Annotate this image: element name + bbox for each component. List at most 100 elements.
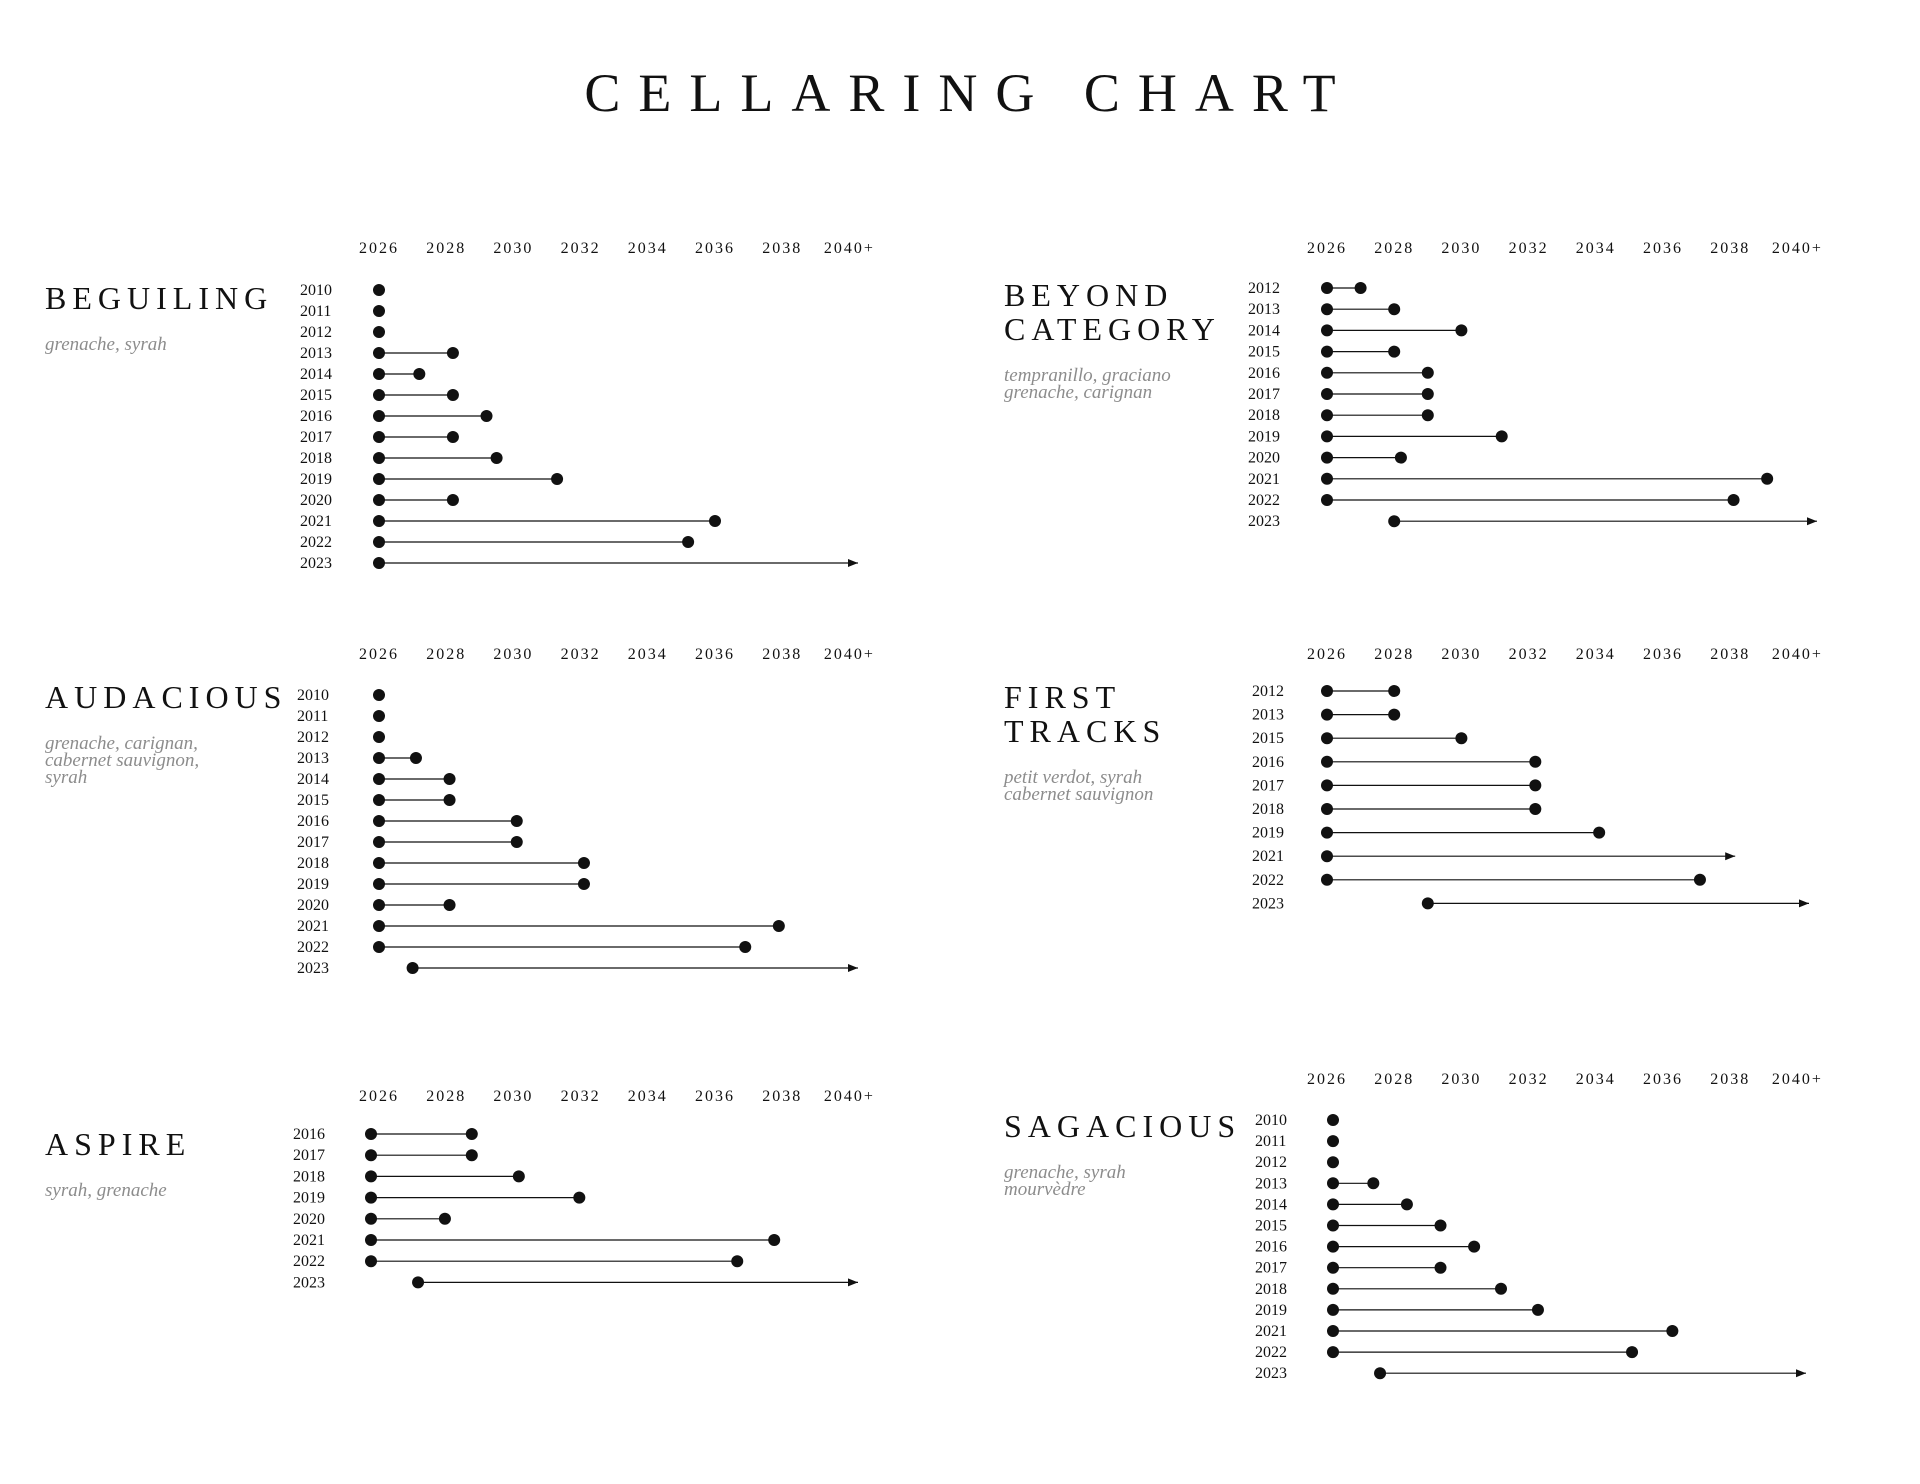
window-end-dot	[1495, 1282, 1507, 1295]
x-tick-label: 2040+	[824, 646, 875, 663]
window-start-dot	[365, 1255, 377, 1268]
x-tick-label: 2028	[1374, 1071, 1414, 1088]
window-start-dot	[1327, 1219, 1339, 1232]
vintage-label: 2010	[297, 687, 329, 704]
grape-varieties: grenache, syrah	[1004, 1162, 1126, 1183]
window-start-dot	[1321, 430, 1333, 443]
x-tick-label: 2030	[1441, 646, 1481, 663]
window-end-dot	[1388, 685, 1401, 697]
x-tick-label: 2034	[628, 240, 668, 257]
vintage-label: 2021	[1252, 848, 1284, 865]
x-tick-label: 2028	[426, 240, 466, 257]
x-tick-label: 2036	[695, 1088, 735, 1105]
wine-name: SAGACIOUS	[1004, 1108, 1241, 1144]
window-start-dot	[1327, 1325, 1339, 1337]
x-tick-label: 2040+	[1772, 1071, 1823, 1088]
vintage-label: 2016	[293, 1126, 325, 1143]
window-start-dot	[1321, 826, 1333, 839]
window-start-dot	[373, 368, 385, 380]
x-tick-label: 2030	[493, 240, 533, 257]
vintage-label: 2019	[297, 876, 329, 893]
window-end-dot	[577, 857, 590, 869]
vintage-label: 2023	[293, 1274, 325, 1291]
x-tick-label: 2040+	[824, 240, 875, 257]
window-start-dot	[1321, 755, 1333, 768]
vintage-label: 2021	[297, 918, 329, 935]
vintage-label: 2016	[300, 408, 332, 425]
grape-varieties: petit verdot, syrah	[1002, 767, 1142, 788]
window-start-dot	[365, 1191, 377, 1204]
window-start-dot	[1327, 1261, 1339, 1274]
window-start-dot	[1321, 303, 1333, 316]
x-tick-label: 2036	[1643, 1071, 1683, 1088]
vintage-label: 2010	[1255, 1112, 1287, 1129]
window-end-dot	[443, 899, 456, 911]
vintage-label: 2022	[300, 534, 332, 551]
vintage-label: 2012	[1252, 683, 1284, 700]
window-end-dot	[413, 368, 426, 380]
vintage-label: 2011	[1255, 1133, 1286, 1150]
vintage-label: 2017	[293, 1147, 325, 1164]
window-end-dot	[1434, 1219, 1447, 1232]
x-tick-label: 2038	[762, 646, 802, 663]
x-tick-label: 2034	[628, 1088, 668, 1105]
window-end-dot	[731, 1255, 744, 1268]
window-start-dot	[373, 815, 385, 827]
window-start-dot	[1321, 850, 1333, 863]
x-tick-label: 2040+	[1772, 240, 1823, 257]
vintage-label: 2013	[300, 345, 332, 362]
window-start-dot	[373, 689, 385, 701]
x-tick-label: 2032	[561, 240, 601, 257]
window-end-dot	[1400, 1198, 1413, 1211]
x-tick-label: 2038	[762, 240, 802, 257]
window-start-dot	[365, 1170, 377, 1183]
window-end-dot	[1495, 430, 1508, 443]
wine-chart: AUDACIOUS grenache, carignan,cabernet sau…	[45, 646, 875, 977]
x-tick-label: 2028	[426, 1088, 466, 1105]
vintage-label: 2012	[300, 324, 332, 341]
window-start-dot	[365, 1149, 377, 1162]
vintage-label: 2019	[1248, 428, 1280, 445]
window-start-dot	[373, 284, 385, 296]
x-tick-label: 2026	[359, 240, 399, 257]
vintage-label: 2019	[1252, 825, 1284, 842]
vintage-label: 2014	[300, 366, 332, 383]
x-tick-label: 2036	[1643, 646, 1683, 663]
wine-chart: BEGUILING grenache, syrah 2026 2028 2030 2032…	[45, 240, 875, 572]
window-start-dot	[1321, 779, 1333, 792]
window-start-dot	[412, 1276, 425, 1289]
window-end-dot	[551, 473, 564, 485]
window-start-dot	[1327, 1177, 1339, 1190]
vintage-label: 2018	[1255, 1281, 1287, 1298]
vintage-label: 2020	[293, 1211, 325, 1228]
window-end-dot	[443, 773, 456, 785]
wine-name: BEGUILING	[45, 280, 273, 316]
window-end-dot	[490, 452, 503, 464]
window-start-dot	[373, 389, 385, 401]
window-end-dot	[465, 1128, 478, 1140]
x-tick-label: 2036	[695, 240, 735, 257]
window-end-dot	[573, 1191, 586, 1204]
window-start-dot	[373, 452, 385, 464]
wine-name: TRACKS	[1004, 713, 1166, 749]
vintage-label: 2021	[1248, 471, 1280, 488]
window-start-dot	[373, 431, 385, 443]
window-end-dot	[1421, 366, 1434, 379]
window-start-dot	[373, 794, 385, 806]
window-start-dot	[1327, 1198, 1339, 1211]
vintage-label: 2018	[300, 450, 332, 467]
x-tick-label: 2034	[1576, 646, 1616, 663]
vintage-label: 2012	[1255, 1154, 1287, 1171]
grape-varieties: grenache, carignan	[1004, 382, 1152, 403]
vintage-label: 2018	[1248, 407, 1280, 424]
window-start-dot	[1321, 708, 1333, 721]
window-end-dot	[1531, 1303, 1544, 1316]
x-tick-label: 2038	[1710, 646, 1750, 663]
window-end-dot	[1434, 1261, 1447, 1274]
vintage-label: 2018	[1252, 801, 1284, 818]
vintage-label: 2021	[293, 1232, 325, 1249]
window-start-dot	[1327, 1303, 1339, 1316]
